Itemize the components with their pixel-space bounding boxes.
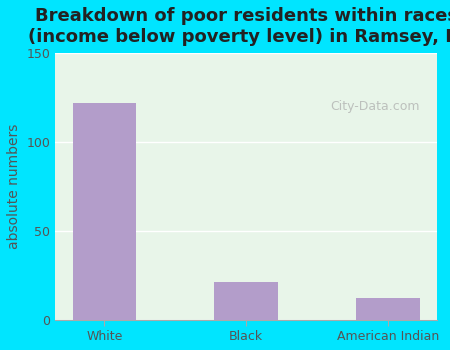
Bar [356, 298, 419, 320]
Y-axis label: absolute numbers: absolute numbers [7, 124, 21, 249]
Bar [214, 282, 278, 320]
Title: Breakdown of poor residents within races
(income below poverty level) in Ramsey,: Breakdown of poor residents within races… [28, 7, 450, 46]
Bar [72, 103, 136, 320]
Text: City-Data.com: City-Data.com [330, 100, 419, 113]
